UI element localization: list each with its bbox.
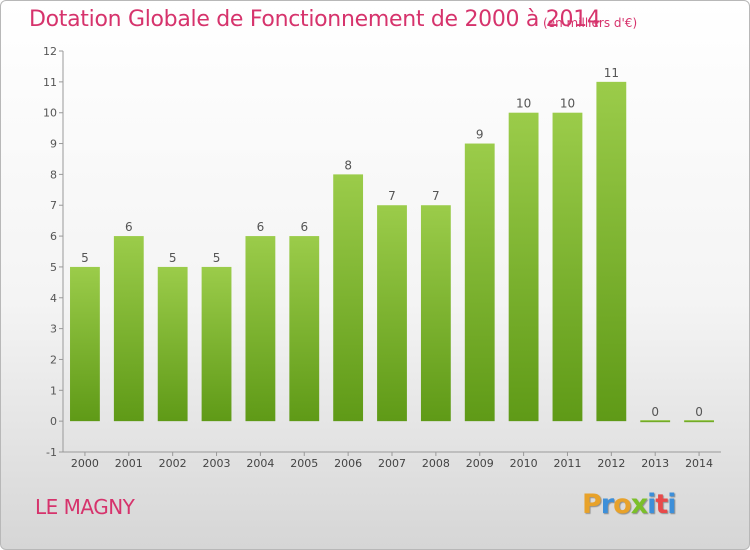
- data-label: 5: [81, 251, 89, 265]
- y-tick-label: -1: [46, 446, 57, 459]
- x-tick-label: 2009: [466, 457, 494, 470]
- logo-letter: r: [600, 489, 614, 520]
- proxiti-logo[interactable]: Proxiti: [582, 489, 677, 520]
- bar: [245, 236, 276, 422]
- data-label: 6: [257, 220, 265, 234]
- y-tick-label: 3: [50, 323, 57, 336]
- logo-letter: P: [582, 489, 602, 520]
- y-tick-label: 12: [43, 45, 57, 58]
- data-label: 7: [432, 189, 440, 203]
- data-label: 7: [388, 189, 396, 203]
- y-tick-label: 4: [50, 292, 57, 305]
- logo-letter: t: [655, 489, 668, 520]
- data-label: 10: [560, 97, 575, 111]
- data-label: 11: [604, 66, 619, 80]
- x-tick-label: 2001: [115, 457, 143, 470]
- bar: [464, 143, 495, 422]
- x-tick-label: 2008: [422, 457, 450, 470]
- data-label: 0: [651, 405, 659, 419]
- data-label: 9: [476, 128, 484, 142]
- bar: [113, 236, 144, 422]
- x-tick-label: 2002: [159, 457, 187, 470]
- x-tick-label: 2007: [378, 457, 406, 470]
- bar: [684, 420, 714, 423]
- bar: [289, 236, 320, 422]
- logo-letter: i: [667, 489, 676, 520]
- bar: [508, 112, 539, 422]
- x-tick-label: 2011: [553, 457, 581, 470]
- y-tick-label: 8: [50, 168, 57, 181]
- data-label: 10: [516, 97, 531, 111]
- x-tick-label: 2012: [597, 457, 625, 470]
- y-tick-label: 11: [43, 76, 57, 89]
- x-tick-label: 2003: [203, 457, 231, 470]
- bar: [333, 174, 364, 422]
- commune-name: LE MAGNY: [35, 495, 135, 519]
- y-tick-label: 7: [50, 199, 57, 212]
- y-tick-label: 10: [43, 107, 57, 120]
- bar: [640, 420, 671, 423]
- y-tick-label: 1: [50, 384, 57, 397]
- chart-subtitle: (en milliers d'€): [543, 16, 638, 30]
- logo-letter: x: [630, 489, 648, 520]
- y-tick-label: 5: [50, 261, 57, 274]
- bar: [70, 266, 100, 422]
- bar: [201, 266, 232, 422]
- data-label: 5: [213, 251, 221, 265]
- x-tick-label: 2006: [334, 457, 362, 470]
- x-tick-label: 2014: [685, 457, 713, 470]
- x-tick-label: 2004: [246, 457, 274, 470]
- data-label: 8: [344, 158, 352, 172]
- logo-letter: i: [647, 489, 656, 520]
- y-tick-label: 6: [50, 230, 57, 243]
- x-tick-label: 2005: [290, 457, 318, 470]
- y-tick-label: 0: [50, 415, 57, 428]
- x-tick-label: 2013: [641, 457, 669, 470]
- chart-bars: [70, 81, 714, 423]
- bar: [377, 205, 407, 422]
- x-tick-label: 2000: [71, 457, 99, 470]
- y-tick-label: 2: [50, 353, 57, 366]
- bar: [420, 205, 451, 422]
- bar: [157, 266, 188, 422]
- data-label: 6: [300, 220, 308, 234]
- y-tick-label: 9: [50, 138, 57, 151]
- chart-title: Dotation Globale de Fonctionnement de 20…: [29, 7, 601, 32]
- x-tick-label: 2010: [510, 457, 538, 470]
- data-label: 0: [695, 405, 703, 419]
- logo-letter: o: [613, 489, 632, 520]
- chart-labels: 5 6 5 5 6 6 8 7 7 9 10 10 11 0 0: [81, 66, 703, 419]
- bar: [596, 81, 627, 422]
- bar: [552, 112, 583, 422]
- data-label: 5: [169, 251, 177, 265]
- data-label: 6: [125, 220, 133, 234]
